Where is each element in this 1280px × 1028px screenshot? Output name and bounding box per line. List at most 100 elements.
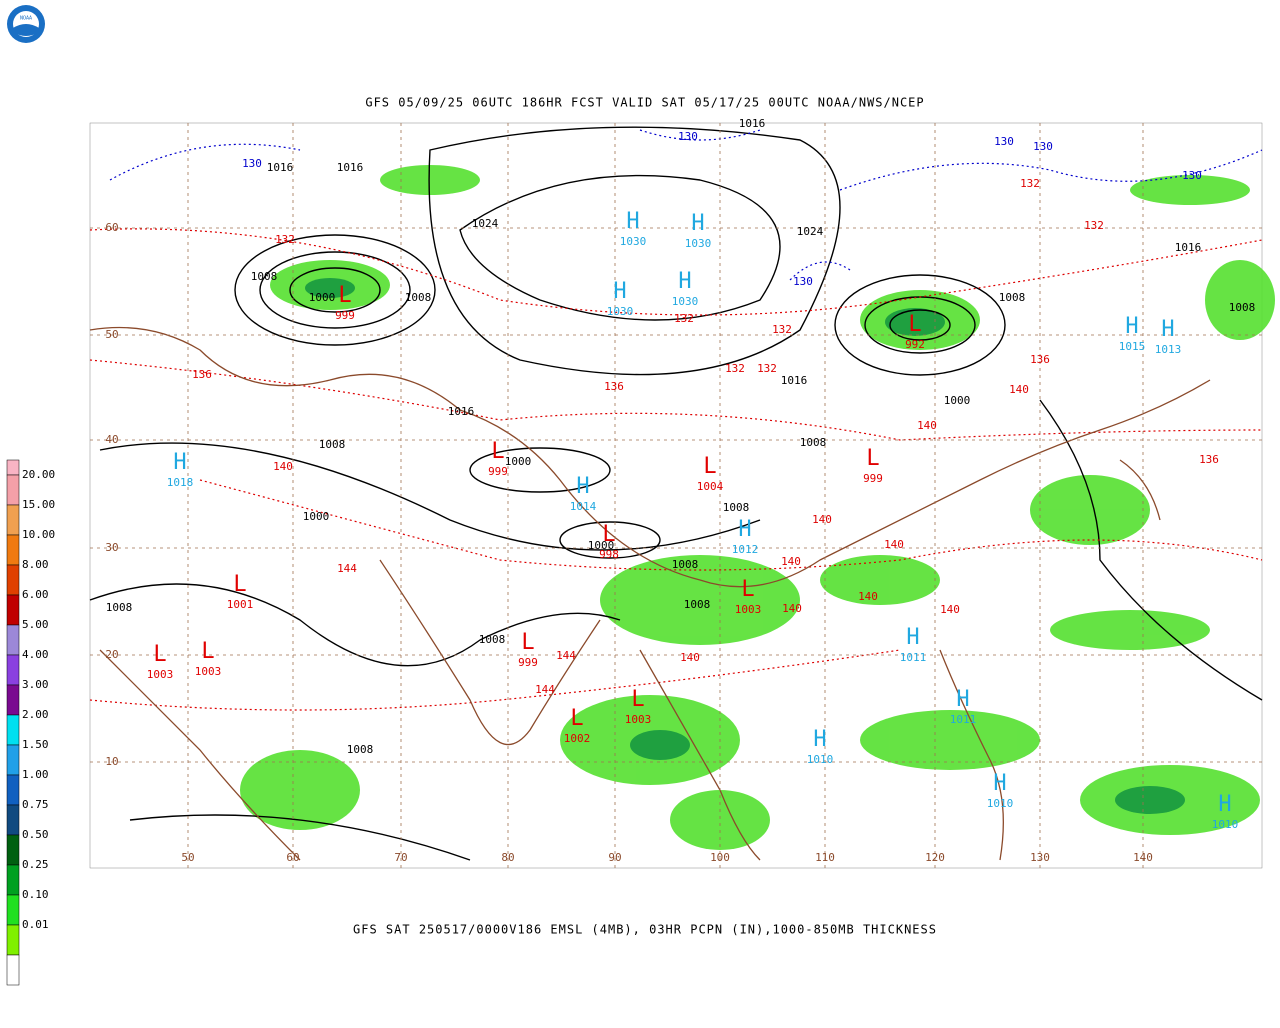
pressure-center-value: 992 (905, 338, 925, 351)
isobar-label: 1016 (781, 374, 808, 387)
isobar-label: 1000 (588, 539, 615, 552)
pressure-center-value: 999 (518, 656, 538, 669)
thickness-label: 136 (604, 380, 624, 393)
lat-label: 20 (105, 648, 118, 661)
isobar-label: 1008 (347, 743, 374, 756)
pressure-center-symbol: L (741, 577, 754, 602)
thickness-label: 132 (275, 233, 295, 246)
thickness-label: 136 (1199, 453, 1219, 466)
pressure-center-value: 1013 (1155, 343, 1182, 356)
isobar-label: 1000 (303, 510, 330, 523)
pressure-center-value: 1003 (735, 603, 762, 616)
legend-swatch (6, 744, 20, 776)
lat-label: 50 (105, 328, 118, 341)
legend-swatch (6, 654, 20, 686)
pressure-center-symbol: H (173, 450, 186, 475)
pressure-center-value: 1018 (167, 476, 194, 489)
pressure-center-value: 1015 (1119, 340, 1146, 353)
legend-label: 10.00 (22, 528, 55, 541)
thickness-label: 132 (1020, 177, 1040, 190)
legend-swatch (6, 504, 20, 536)
pressure-center-symbol: H (956, 687, 969, 712)
thickness-label: 140 (858, 590, 878, 603)
pressure-center-value: 1011 (900, 651, 927, 664)
thickness-label: 132 (725, 362, 745, 375)
precip-heavy (305, 278, 1185, 814)
pressure-center-symbol: L (338, 283, 351, 308)
lon-label: 100 (710, 851, 730, 864)
pressure-center-symbol: L (570, 706, 583, 731)
legend-label: 1.00 (22, 768, 49, 781)
legend-label: 1.50 (22, 738, 49, 751)
thickness-label: 140 (1009, 383, 1029, 396)
thickness-label: 140 (917, 419, 937, 432)
pressure-center-value: 1002 (564, 732, 591, 745)
thickness-lines (89, 228, 1263, 711)
lat-label: 10 (105, 755, 118, 768)
isobar-label: 1008 (684, 598, 711, 611)
lon-label: 60 (286, 851, 299, 864)
thickness-label: 136 (192, 368, 212, 381)
pressure-center-value: 1010 (807, 753, 834, 766)
isobar-label: 1008 (672, 558, 699, 571)
isobar-label: 1008 (319, 438, 346, 451)
thickness-label: 140 (273, 460, 293, 473)
pressure-center-value: 999 (488, 465, 508, 478)
cold-thickness-label: 130 (678, 130, 698, 143)
cold-thickness-label: 130 (994, 135, 1014, 148)
pressure-center-value: 1003 (147, 668, 174, 681)
legend-label: 4.00 (22, 648, 49, 661)
legend-label: 8.00 (22, 558, 49, 571)
thickness-label: 144 (337, 562, 357, 575)
pressure-center-symbol: L (521, 630, 534, 655)
pressure-center-symbol: H (613, 279, 626, 304)
pressure-center-value: 1030 (607, 305, 634, 318)
isobar-label: 1008 (999, 291, 1026, 304)
graticule (90, 123, 1262, 868)
legend-label: 6.00 (22, 588, 49, 601)
cold-thickness-label: 130 (1033, 140, 1053, 153)
pressure-center-symbol: H (906, 625, 919, 650)
isobar-label: 1016 (448, 405, 475, 418)
thickness-label: 140 (812, 513, 832, 526)
coastlines (89, 326, 1211, 861)
legend-swatch (6, 864, 20, 896)
pressure-center-value: 1014 (570, 500, 597, 513)
isobar-label: 1000 (944, 394, 971, 407)
legend-label: 0.75 (22, 798, 49, 811)
pressure-center-value: 1003 (195, 665, 222, 678)
isobar-label: 1008 (106, 601, 133, 614)
precip-areas (240, 165, 1275, 850)
pressure-center-value: 1030 (620, 235, 647, 248)
pressure-center-value: 1001 (227, 598, 254, 611)
pressure-center-value: 1010 (987, 797, 1014, 810)
pressure-center-symbol: H (1218, 792, 1231, 817)
thickness-label: 140 (884, 538, 904, 551)
map-title: GFS 05/09/25 06UTC 186HR FCST VALID SAT … (365, 96, 924, 110)
legend-swatch (6, 564, 20, 596)
pressure-center-value: 1011 (950, 713, 977, 726)
legend-swatch (6, 834, 20, 866)
pressure-center-symbol: L (908, 312, 921, 337)
pressure-center-symbol: L (233, 572, 246, 597)
pressure-center-value: 1030 (672, 295, 699, 308)
pressure-center-value: 1010 (1212, 818, 1239, 831)
legend-label: 5.00 (22, 618, 49, 631)
thickness-label: 140 (680, 651, 700, 664)
pressure-center-symbol: L (703, 454, 716, 479)
thickness-label: 140 (940, 603, 960, 616)
legend-label: 0.01 (22, 918, 49, 931)
isobar-label: 1008 (1229, 301, 1256, 314)
legend-swatch (6, 954, 20, 986)
thickness-label: 136 (1030, 353, 1050, 366)
noaa-logo: NOAA (7, 5, 45, 43)
lon-label: 70 (394, 851, 407, 864)
isobar-label: 1024 (472, 217, 499, 230)
isobar-label: 1016 (1175, 241, 1202, 254)
legend-swatch (6, 594, 20, 626)
pressure-center-value: 999 (863, 472, 883, 485)
legend-swatch (6, 804, 20, 836)
legend-swatch (6, 624, 20, 656)
